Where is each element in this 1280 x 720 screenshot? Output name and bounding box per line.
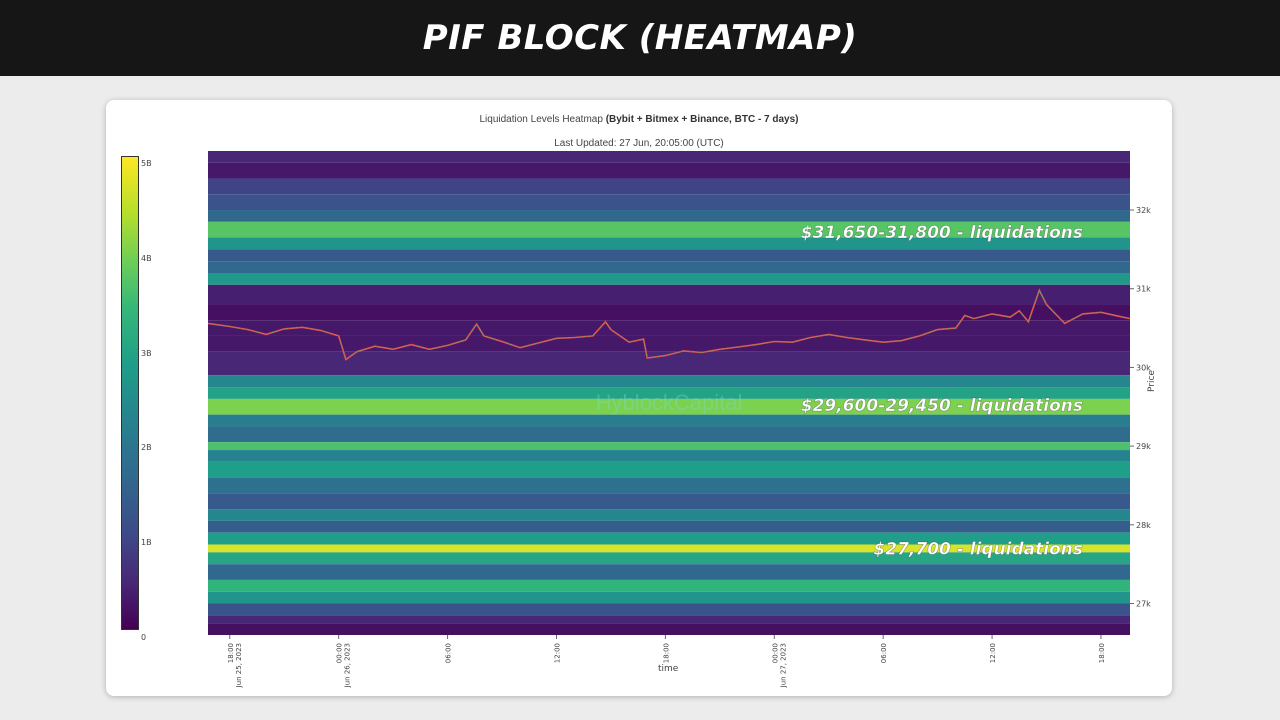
colorbar-tick-label: 5B — [141, 159, 152, 168]
heat-band — [208, 151, 1130, 163]
x-tick-label: 00:00 — [771, 643, 779, 663]
top-banner: PIF BLOCK (HEATMAP) — [0, 0, 1280, 76]
heat-band — [208, 194, 1130, 211]
colorbar-tick-label: 3B — [141, 348, 152, 358]
heat-band — [208, 493, 1130, 510]
heat-band — [208, 477, 1130, 494]
heat-band — [208, 261, 1130, 273]
heat-band — [208, 375, 1130, 388]
chart-title-prefix: Liquidation Levels Heatmap — [479, 114, 606, 125]
heat-band — [208, 564, 1130, 580]
heat-band — [208, 398, 1130, 415]
x-tick-sublabel: Jun 27, 2023 — [779, 643, 787, 688]
heat-band — [208, 442, 1130, 451]
price-line — [207, 288, 1131, 361]
y-tick-label: 30k — [1136, 363, 1151, 372]
x-tick-sublabel: Jun 25, 2023 — [235, 643, 243, 688]
x-tick-label: 06:00 — [880, 643, 888, 663]
heat-band — [208, 272, 1130, 285]
y-tick-label: 32k — [1136, 206, 1151, 215]
heat-band — [208, 603, 1130, 616]
heat-band — [208, 520, 1130, 533]
heat-band — [208, 552, 1130, 565]
last-updated-text: Last Updated: 27 Jun, 20:05:00 (UTC) — [554, 138, 724, 149]
heat-band — [208, 615, 1130, 624]
x-tick-label: 18:00 — [662, 643, 670, 663]
colorbar-tick-label: 4B — [141, 253, 152, 263]
y-tick-label: 29k — [1136, 442, 1151, 451]
colorbar-tick-label: 0 — [141, 633, 147, 642]
x-tick-label: 06:00 — [445, 643, 453, 663]
x-tick-sublabel: Jun 26, 2023 — [344, 643, 352, 688]
heat-band — [208, 509, 1130, 521]
colorbar-tick-label: 1B — [141, 538, 152, 548]
y-tick-label: 27k — [1136, 600, 1151, 609]
heat-band — [208, 387, 1130, 399]
heat-band — [208, 304, 1130, 321]
liquidation-annotation: $27,700 - liquidations — [873, 539, 1083, 559]
colorbar-tick-label: 2B — [141, 443, 152, 453]
colorbar — [121, 156, 139, 630]
heat-band — [208, 162, 1130, 179]
heat-band — [208, 450, 1130, 462]
x-tick-label: 12:00 — [989, 643, 997, 663]
liquidation-annotation: $31,650-31,800 - liquidations — [801, 223, 1083, 243]
heat-band — [208, 237, 1130, 250]
heat-band — [208, 221, 1130, 238]
heat-band — [208, 284, 1130, 305]
y-axis-title: Price — [1147, 370, 1157, 392]
chart-title: Liquidation Levels Heatmap (Bybit + Bitm… — [106, 114, 1172, 125]
x-tick-label: 18:00 — [227, 643, 235, 663]
heat-band — [208, 544, 1130, 553]
heat-band — [208, 591, 1130, 604]
heat-band — [208, 414, 1130, 427]
liquidation-annotation: $29,600-29,450 - liquidations — [801, 396, 1083, 416]
heat-band — [208, 351, 1130, 376]
heat-band — [208, 320, 1130, 336]
heat-band — [208, 210, 1130, 222]
x-tick-label: 18:00 — [1098, 643, 1106, 663]
banner-title: PIF BLOCK (HEATMAP) — [422, 18, 858, 58]
heat-band — [208, 579, 1130, 592]
y-tick-label: 28k — [1136, 521, 1151, 530]
x-axis-title: time — [658, 664, 679, 674]
y-tick-label: 31k — [1136, 285, 1151, 294]
heat-band — [208, 335, 1130, 352]
heat-band — [208, 623, 1130, 635]
heat-band — [208, 532, 1130, 545]
x-tick-label: 00:00 — [336, 643, 344, 663]
watermark-text: HyblockCapital — [596, 390, 743, 415]
heat-band — [208, 461, 1130, 478]
chart-title-bold: (Bybit + Bitmex + Binance, BTC - 7 days) — [605, 114, 799, 125]
heat-band — [208, 426, 1130, 443]
heat-band — [208, 178, 1130, 195]
heat-band — [208, 249, 1130, 262]
chart-card: Liquidation Levels Heatmap (Bybit + Bitm… — [106, 100, 1172, 696]
x-tick-label: 12:00 — [553, 643, 561, 663]
